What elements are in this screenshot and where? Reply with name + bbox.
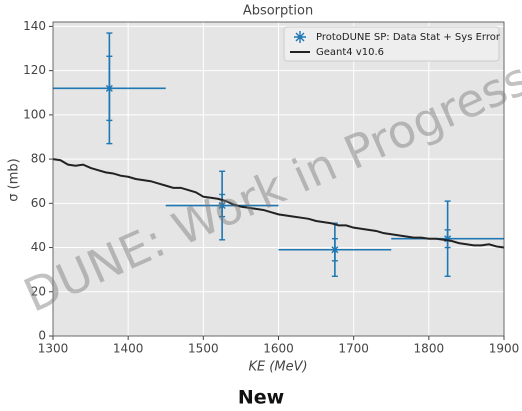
y-tick-label: 140	[23, 19, 46, 33]
data-point	[105, 84, 114, 93]
x-tick-label: 1300	[38, 342, 69, 356]
data-point	[218, 201, 227, 210]
legend-label: ProtoDUNE SP: Data Stat + Sys Error	[316, 32, 501, 43]
chart-title: Absorption	[243, 4, 313, 19]
y-tick-label: 80	[31, 152, 46, 166]
y-tick-label: 60	[31, 196, 46, 210]
legend: ProtoDUNE SP: Data Stat + Sys Error Geant…	[283, 26, 501, 62]
x-tick-label: 1900	[489, 342, 520, 356]
x-tick-label: 1800	[414, 342, 445, 356]
model-line	[52, 158, 505, 249]
data-point	[443, 234, 452, 243]
legend-label: Geant4 v10.6	[316, 47, 384, 58]
caption: New	[238, 387, 284, 409]
y-tick-label: 40	[31, 240, 46, 254]
x-tick-label: 1700	[338, 342, 369, 356]
legend-box	[283, 26, 500, 62]
legend-swatch	[294, 31, 306, 43]
x-tick-label: 1600	[263, 342, 294, 356]
y-tick-label: 120	[23, 63, 46, 77]
y-axis-label: σ (mb)	[7, 158, 22, 201]
y-tick-label: 20	[31, 284, 46, 298]
y-tick-label: 0	[38, 329, 46, 343]
data-point	[330, 245, 339, 254]
x-tick-label: 1400	[113, 342, 144, 356]
x-axis-label: KE (MeV)	[248, 360, 307, 375]
axes-frame	[52, 21, 505, 337]
y-tick-label: 100	[23, 107, 46, 121]
x-tick-label: 1500	[188, 342, 219, 356]
